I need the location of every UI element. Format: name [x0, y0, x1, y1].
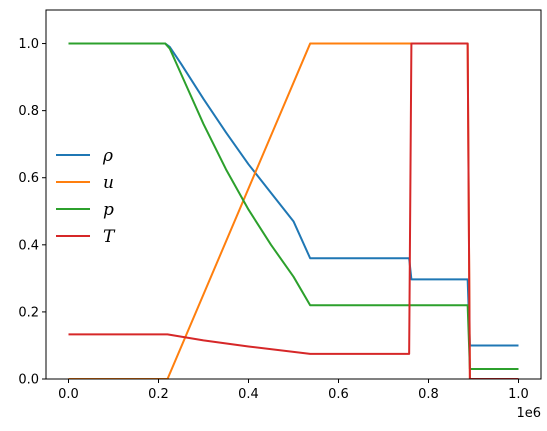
x-offset-label: 1e6	[516, 406, 541, 421]
plot-frame	[45, 9, 542, 380]
y-tick-label: 0.6	[18, 171, 39, 186]
legend-label-2: p	[103, 200, 114, 220]
legend-label-0: ρ	[102, 146, 113, 166]
x-tick-label: 1.0	[508, 387, 529, 402]
x-tick-label: 0.0	[58, 387, 79, 402]
series-line-2	[68, 42, 519, 370]
legend-label-1: u	[103, 173, 114, 193]
y-axis: 0.0 0.2 0.4 0.6 0.8 1.0	[18, 37, 46, 388]
series-line-3	[68, 42, 519, 379]
x-axis: 0.0 0.2 0.4 0.6 0.8 1.0	[58, 379, 529, 402]
x-tick-label: 0.2	[148, 387, 169, 402]
series-layer	[68, 42, 519, 379]
x-tick-label: 0.8	[418, 387, 439, 402]
y-tick-label: 0.2	[18, 305, 39, 320]
series-line-0	[68, 42, 519, 347]
y-tick-label: 0.8	[18, 104, 39, 119]
legend-label-3: T	[103, 227, 116, 247]
y-tick-label: 1.0	[18, 37, 39, 52]
series-line-1	[68, 42, 519, 379]
y-tick-label: 0.0	[18, 373, 39, 388]
y-tick-label: 0.4	[18, 238, 39, 253]
x-tick-label: 0.4	[238, 387, 259, 402]
x-tick-label: 0.6	[328, 387, 349, 402]
